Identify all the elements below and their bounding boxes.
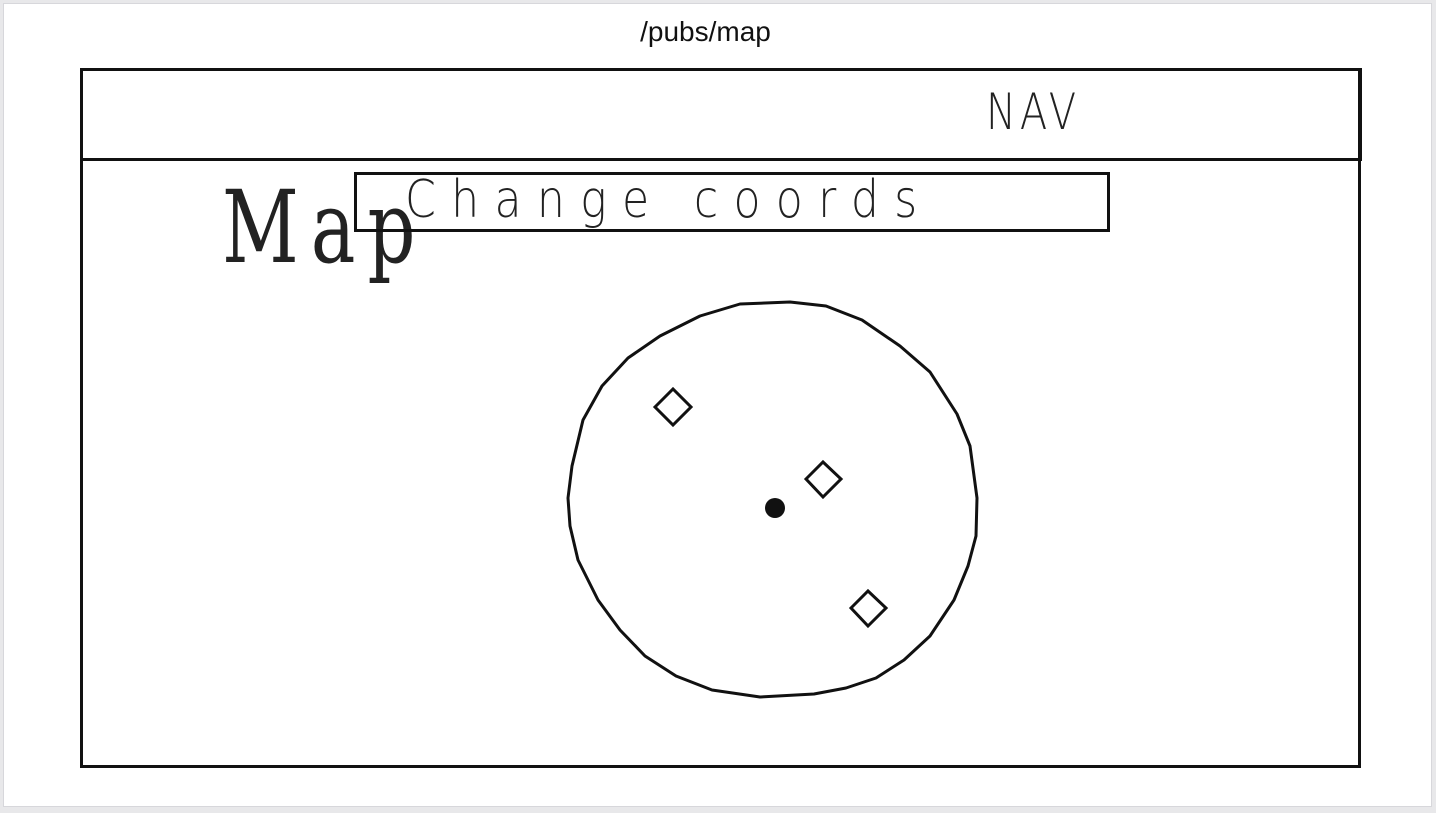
nav-bar[interactable] [80, 68, 1362, 161]
change-coords-button[interactable] [354, 172, 1110, 232]
map-area[interactable] [566, 300, 979, 699]
pub-marker-icon[interactable] [848, 588, 889, 629]
route-title: /pubs/map [640, 16, 771, 47]
nav-label: NAV [986, 83, 1081, 141]
change-coords-label: Change coords [405, 170, 933, 230]
pub-marker-icon[interactable] [652, 386, 694, 428]
wireframe-page: /pubs/map [3, 3, 1432, 807]
pub-marker-icon[interactable] [803, 459, 844, 500]
map-heading: Map [222, 169, 428, 286]
